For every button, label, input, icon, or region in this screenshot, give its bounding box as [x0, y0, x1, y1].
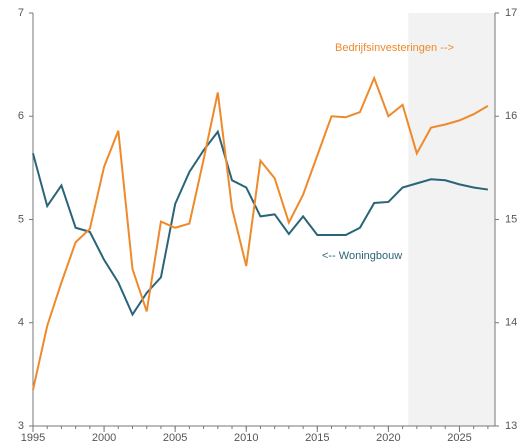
- y-tick-label: 3: [18, 420, 24, 432]
- x-tick-label: 2025: [447, 432, 471, 444]
- x-tick-label: 2010: [234, 432, 258, 444]
- x-tick-label: 2015: [305, 432, 329, 444]
- series-line: [32, 129, 489, 317]
- y2-tick-label: 15: [505, 213, 517, 225]
- series-line: [32, 75, 489, 391]
- x-tick-label: 2020: [376, 432, 400, 444]
- y2-tick-label: 14: [505, 317, 517, 329]
- x-tick-label: 2000: [92, 432, 116, 444]
- series-label: Bedrijfsinvesteringen -->: [335, 42, 454, 54]
- y2-tick-label: 13: [505, 420, 517, 432]
- y-tick-label: 5: [18, 213, 24, 225]
- y-tick-label: 7: [18, 7, 24, 19]
- y2-tick-label: 17: [505, 7, 517, 19]
- series-label: <-- Woningbouw: [322, 250, 402, 262]
- y2-tick-label: 16: [505, 110, 517, 122]
- x-tick-label: 2005: [163, 432, 187, 444]
- x-tick-label: 1995: [21, 432, 45, 444]
- forecast-shade: [408, 13, 495, 426]
- y-tick-label: 6: [18, 110, 24, 122]
- y-tick-label: 4: [18, 317, 24, 329]
